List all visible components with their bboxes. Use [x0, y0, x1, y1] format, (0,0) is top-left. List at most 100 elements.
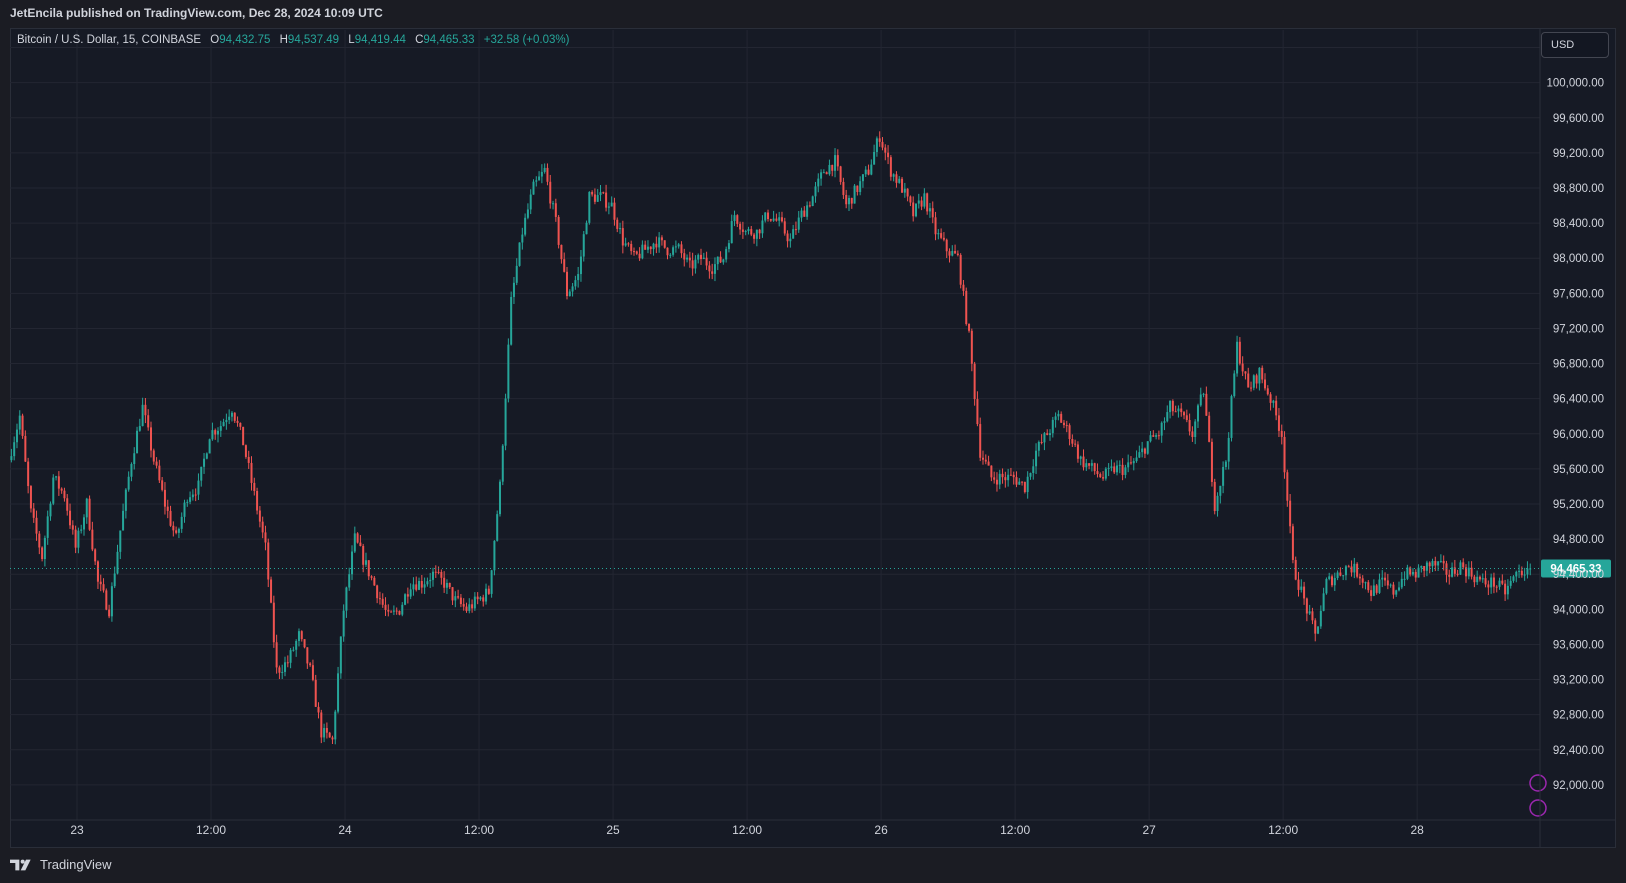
- candle-body: [1358, 576, 1361, 579]
- candle-body: [482, 597, 485, 602]
- candle-body: [686, 257, 689, 260]
- candle-body: [80, 529, 83, 531]
- candle-body: [1266, 388, 1269, 395]
- candle-body: [328, 732, 331, 738]
- candle-body: [242, 426, 245, 446]
- candle-body: [747, 229, 750, 232]
- candle-body: [1219, 485, 1222, 496]
- candle-body: [1160, 422, 1163, 436]
- candle-body: [1409, 567, 1412, 575]
- candle-body: [641, 244, 644, 259]
- candle-body: [295, 640, 298, 650]
- candle-body: [1518, 570, 1521, 572]
- candle-body: [853, 185, 856, 204]
- candle-body: [1459, 562, 1462, 575]
- candle-body: [342, 610, 345, 637]
- candle-body: [1300, 586, 1303, 590]
- candle-body: [663, 240, 666, 248]
- candle-body: [41, 547, 44, 560]
- candle-body: [638, 253, 641, 259]
- candle-body: [1330, 576, 1334, 586]
- candle-body: [1071, 439, 1074, 444]
- y-tick-label: 93,200.00: [1553, 675, 1604, 687]
- candle-body: [205, 453, 208, 459]
- candle-body: [440, 572, 443, 578]
- candle-body: [817, 178, 820, 187]
- candle-body: [1344, 566, 1347, 576]
- footer-brand[interactable]: TradingView: [10, 857, 112, 872]
- candle-body: [133, 453, 136, 465]
- y-tick-label: 98,400.00: [1553, 218, 1604, 230]
- candle-body: [161, 480, 164, 490]
- candle-body: [43, 537, 46, 560]
- candle-body: [1492, 577, 1495, 587]
- candle-body: [1127, 462, 1130, 468]
- candle-body: [1473, 576, 1476, 583]
- candle-body: [1389, 584, 1392, 586]
- candle-body: [968, 324, 971, 331]
- candle-body: [783, 221, 786, 234]
- candle-body: [674, 246, 677, 248]
- candle-body: [1311, 611, 1314, 621]
- candle-body: [13, 442, 16, 457]
- current-price-label: 94,465.33: [1550, 563, 1601, 575]
- candle-body: [719, 256, 722, 263]
- candle-body: [881, 141, 884, 148]
- candle-body: [691, 260, 694, 269]
- symbol-title[interactable]: Bitcoin / U.S. Dollar, 15, COINBASE: [17, 34, 202, 46]
- candle-body: [1032, 466, 1035, 474]
- candle-body: [825, 172, 828, 175]
- candle-body: [903, 188, 906, 193]
- candle-body: [1319, 610, 1322, 627]
- candle-body: [258, 510, 261, 522]
- candle-body: [847, 197, 850, 205]
- candle-body: [356, 533, 359, 543]
- candle-body: [806, 205, 809, 217]
- chart-frame[interactable]: [10, 28, 1616, 848]
- open-value: 94,432.75: [219, 34, 271, 46]
- candle-body: [94, 549, 97, 562]
- candle-body: [10, 456, 13, 461]
- candle-body: [568, 291, 571, 297]
- candle-body: [1118, 464, 1121, 466]
- candle-body: [454, 596, 457, 601]
- candle-body: [970, 330, 973, 364]
- candle-body: [1384, 577, 1387, 581]
- candle-body: [1163, 421, 1166, 423]
- candle-body: [203, 458, 206, 467]
- candle-body: [334, 711, 337, 740]
- candle-body: [404, 594, 407, 605]
- candle-body: [46, 516, 49, 538]
- event-marker-icon[interactable]: [1529, 799, 1547, 817]
- candle-body: [1171, 400, 1174, 412]
- candle-body: [1398, 587, 1401, 591]
- symbol-legend[interactable]: Bitcoin / U.S. Dollar, 15, COINBASE O94,…: [17, 34, 569, 46]
- candle-body: [1183, 412, 1186, 416]
- grid: [10, 30, 1540, 820]
- y-tick-label: 94,800.00: [1553, 534, 1604, 546]
- candle-body: [1076, 444, 1079, 459]
- candle-body: [1093, 463, 1096, 472]
- x-tick-label: 12:00: [464, 823, 494, 837]
- candle-body: [892, 174, 895, 177]
- candle-body: [898, 178, 901, 183]
- x-tick-label: 28: [1410, 823, 1424, 837]
- candle-body: [303, 639, 306, 648]
- candle-body: [390, 611, 393, 613]
- candle-body: [476, 596, 479, 600]
- y-tick-label: 96,800.00: [1553, 359, 1604, 371]
- candle-body: [1453, 567, 1456, 574]
- currency-button[interactable]: USD: [1541, 32, 1609, 58]
- candle-body: [429, 579, 432, 582]
- candle-body: [149, 427, 152, 451]
- candle-body: [554, 203, 557, 217]
- candle-body: [1051, 419, 1054, 434]
- candle-body: [1107, 467, 1110, 469]
- alert-marker-icon[interactable]: [1529, 774, 1547, 792]
- candle-body: [415, 584, 418, 590]
- candle-body: [267, 542, 270, 580]
- candle-body: [764, 212, 767, 221]
- candle-body: [1520, 570, 1523, 576]
- candle-body: [538, 176, 541, 181]
